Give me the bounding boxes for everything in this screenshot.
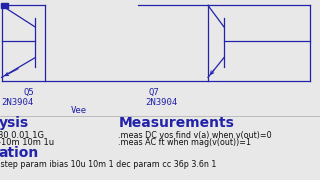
- Text: 2N3904: 2N3904: [2, 98, 34, 107]
- Text: Q5: Q5: [24, 87, 35, 96]
- Text: .meas AC ft when mag(v(out))=1: .meas AC ft when mag(v(out))=1: [118, 138, 252, 147]
- Text: Vee: Vee: [70, 106, 86, 115]
- Text: .meas DC vos find v(a) when v(out)=0: .meas DC vos find v(a) when v(out)=0: [118, 131, 272, 140]
- Text: .step param ibias 10u 10m 1 dec param cc 36p 3.6n 1: .step param ibias 10u 10m 1 dec param cc…: [0, 160, 217, 169]
- Text: ysis: ysis: [0, 116, 28, 130]
- Text: Measurements: Measurements: [118, 116, 234, 130]
- Bar: [1, 3, 8, 8]
- Text: 2N3904: 2N3904: [146, 98, 178, 107]
- Text: -10m 10m 1u: -10m 10m 1u: [0, 138, 54, 147]
- Text: 30 0.01 1G: 30 0.01 1G: [0, 131, 44, 140]
- Text: Q7: Q7: [149, 87, 160, 96]
- Text: ation: ation: [0, 146, 39, 160]
